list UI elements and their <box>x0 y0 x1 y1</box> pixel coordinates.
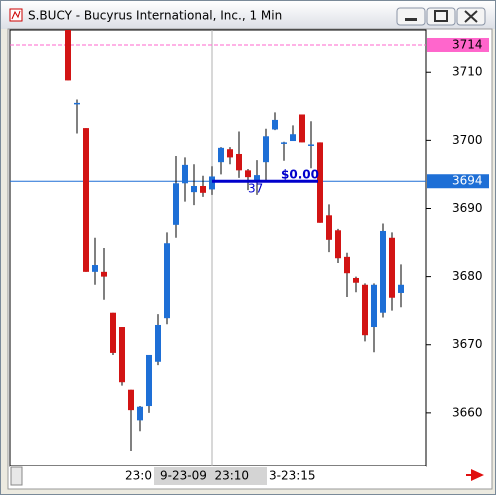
candle-body <box>191 186 197 193</box>
candle-body <box>218 147 224 163</box>
candle-body <box>254 175 260 182</box>
candle-body <box>101 271 107 277</box>
candle-body <box>353 277 359 283</box>
candle-body <box>335 230 341 259</box>
annotation: 37 <box>248 182 263 196</box>
app-icon-glyph <box>11 10 21 20</box>
candle-body <box>164 243 170 319</box>
candle-body <box>146 354 152 407</box>
candle-body <box>398 284 404 293</box>
candle-body <box>119 327 125 383</box>
y-tick-label: 3690 <box>452 201 483 215</box>
y-tick-label: 3660 <box>452 405 483 419</box>
maximize-icon <box>434 10 448 22</box>
window-title: S.BUCY - Bucyrus International, Inc., 1 … <box>28 9 282 23</box>
y-tick-label: 3680 <box>452 269 483 283</box>
plot-area <box>9 29 427 467</box>
candle-body <box>173 183 179 225</box>
candle-body <box>281 142 287 144</box>
candle-body <box>155 324 161 362</box>
candle-body <box>74 102 80 105</box>
candle-body <box>200 186 206 193</box>
candle-body <box>236 153 242 171</box>
candle-body <box>380 230 386 313</box>
candle-body <box>110 312 116 353</box>
candle-body <box>137 406 143 421</box>
scroll-thumb[interactable] <box>10 466 23 486</box>
close-icon <box>464 10 478 23</box>
candle-body <box>344 256 350 274</box>
candle-body <box>389 237 395 298</box>
candle-body <box>290 134 296 142</box>
price-tag-label: 3694 <box>452 174 483 188</box>
candle-body <box>209 176 215 190</box>
app-icon <box>9 8 23 22</box>
candle-body <box>371 284 377 328</box>
y-tick-label: 3670 <box>452 337 483 351</box>
x-tick-label: 23:0 <box>125 469 152 483</box>
candle-body <box>128 389 134 411</box>
plot-layer <box>10 30 426 452</box>
x-tick-label: 9-23-09 23:10 <box>160 469 249 483</box>
candle-body <box>245 170 251 178</box>
candle-body <box>326 215 332 240</box>
candle-body <box>182 164 188 184</box>
overlay-layer: 3660 3670 3680 3690 3700 3710 3714 3694 $0.00 37 2… <box>125 37 489 485</box>
candle-body <box>299 114 305 143</box>
y-tick-label: 3700 <box>452 133 483 147</box>
x-label-highlight <box>154 467 267 485</box>
y-tick-label: 3710 <box>452 65 483 79</box>
candle-body <box>92 265 98 272</box>
candle-body <box>317 142 323 223</box>
minimize-button[interactable] <box>396 7 426 26</box>
scroll-right-arrow[interactable] <box>466 469 484 481</box>
price-tag <box>427 37 489 52</box>
candle-body <box>65 30 71 81</box>
candle-body <box>83 128 89 272</box>
annotation: $0.00 <box>281 168 319 182</box>
candle-body <box>227 149 233 158</box>
price-tag <box>427 174 489 189</box>
candle-body <box>308 144 314 146</box>
price-tag-label: 3714 <box>452 37 483 51</box>
candle-body <box>362 284 368 336</box>
candle-body <box>272 119 278 130</box>
candle-body <box>263 136 269 163</box>
minimize-icon <box>405 18 417 21</box>
x-tick-label: 3-23:15 <box>269 469 316 483</box>
